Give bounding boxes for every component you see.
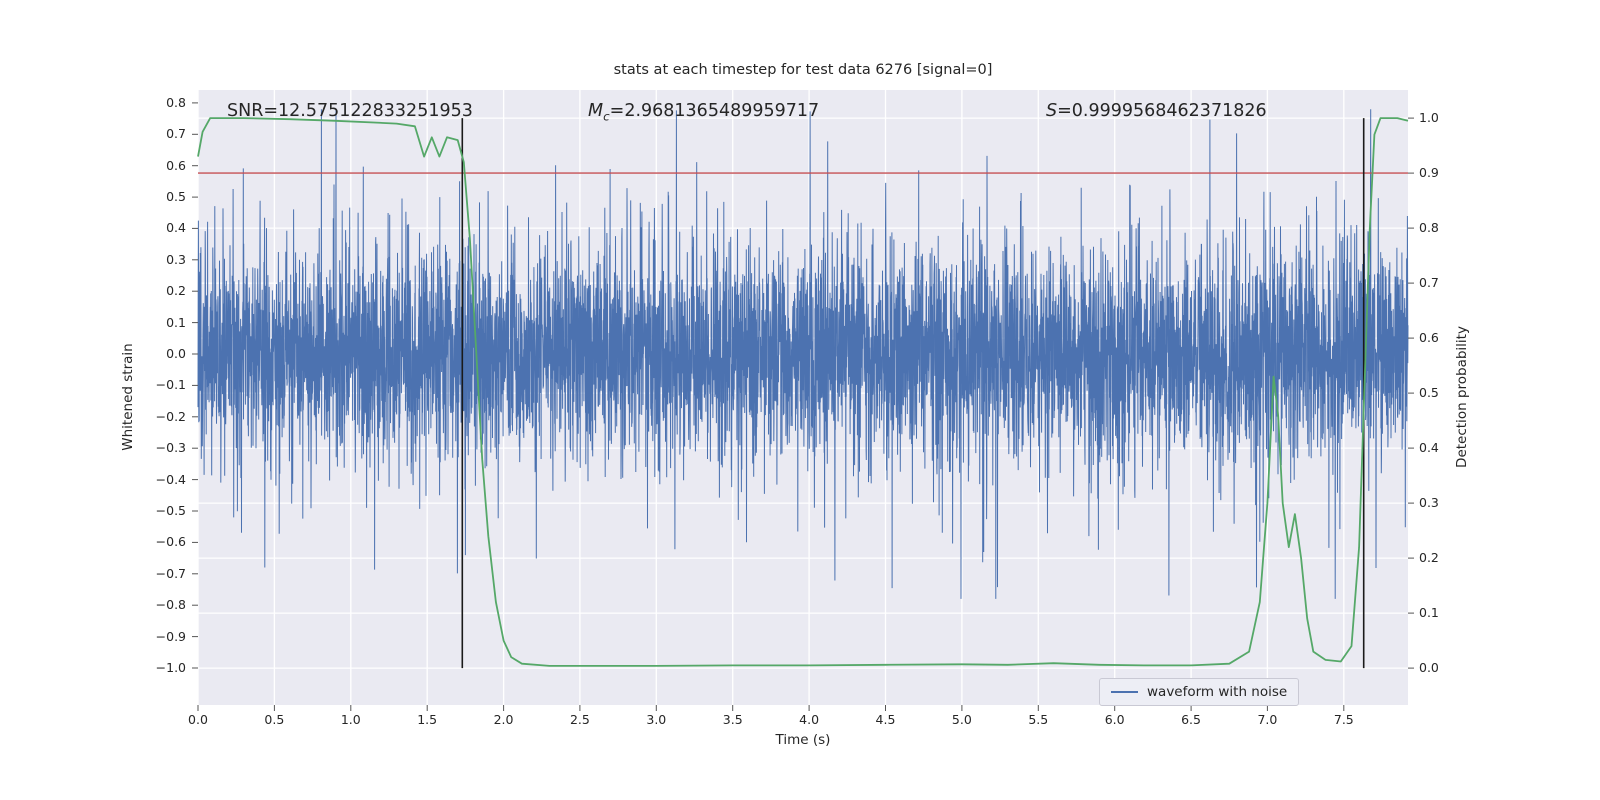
x-tick-label: 6.0 [1104, 712, 1125, 727]
y-tick-label-right: 0.3 [1419, 495, 1439, 511]
y-tick-label-left: 0.5 [166, 189, 186, 205]
y-tick-label-right: 1.0 [1419, 110, 1439, 126]
x-tick-label: 5.5 [1028, 712, 1049, 727]
annotation-s: S=0.9999568462371826 [1046, 101, 1267, 121]
legend-line-sample [1111, 691, 1138, 693]
detection-probability-line [197, 117, 1409, 667]
annotation-symbol: S [1046, 101, 1058, 121]
y-tick-label-right: 0.8 [1419, 220, 1439, 236]
x-tick-label: 5.0 [951, 712, 972, 727]
y-tick-label-left: −0.6 [155, 534, 186, 550]
y-tick-label-left: −0.1 [155, 377, 186, 393]
y-tick-label-left: −0.8 [155, 597, 186, 613]
chart-title: stats at each timestep for test data 627… [613, 62, 993, 78]
x-tick-label: 0.5 [264, 712, 285, 727]
y-tick-label-right: 0.2 [1419, 550, 1439, 566]
y-tick-label-left: −0.3 [155, 440, 186, 456]
y-tick-label-left: 0.7 [166, 126, 186, 142]
y-tick-label-left: −0.4 [155, 471, 186, 487]
y-tick-label-right: 0.7 [1419, 275, 1439, 291]
x-tick-label: 6.5 [1181, 712, 1201, 727]
legend: waveform with noise [1099, 678, 1300, 706]
x-tick-label: 2.0 [493, 712, 514, 727]
x-tick-label: 3.5 [722, 712, 743, 727]
y-tick-label-left: 0.4 [166, 220, 186, 236]
y-axis-label-right: Detection probability [1454, 326, 1470, 468]
y-tick-label-left: −1.0 [155, 659, 186, 675]
y-tick-label-left: −0.7 [155, 565, 186, 581]
y-tick-label-right: 0.1 [1419, 605, 1439, 621]
y-tick-label-right: 0.6 [1419, 330, 1439, 346]
x-tick-label: 1.5 [417, 712, 438, 727]
y-tick-label-left: 0.6 [166, 157, 186, 173]
y-tick-label-left: −0.9 [155, 628, 186, 644]
x-tick-label: 4.0 [799, 712, 820, 727]
x-tick-label: 7.0 [1257, 712, 1278, 727]
x-tick-label: 2.5 [569, 712, 590, 727]
x-tick-label: 0.0 [188, 712, 208, 727]
annotation-subscript: c [603, 109, 610, 124]
y-axis-label-left: Whitened strain [120, 343, 136, 451]
y-tick-label-left: 0.1 [166, 314, 186, 330]
x-tick-label: 7.5 [1333, 712, 1354, 727]
y-tick-label-right: 0.0 [1419, 660, 1439, 676]
y-tick-label-left: 0.0 [166, 346, 186, 362]
y-tick-label-left: 0.8 [166, 94, 186, 110]
tick-marks [192, 102, 1414, 711]
y-tick-label-left: 0.2 [166, 283, 186, 299]
annotation-chirp-mass: Mc=2.9681365489959717 [588, 101, 820, 124]
x-axis-label: Time (s) [775, 732, 831, 748]
y-tick-label-left: −0.5 [155, 502, 186, 518]
y-tick-label-right: 0.4 [1419, 440, 1439, 456]
x-tick-label: 3.0 [646, 712, 667, 727]
y-tick-label-right: 0.9 [1419, 165, 1439, 181]
x-tick-label: 4.5 [875, 712, 896, 727]
y-tick-label-left: 0.3 [166, 251, 186, 267]
y-tick-label-right: 0.5 [1419, 385, 1439, 401]
noise-waveform [197, 109, 1409, 599]
annotation-snr: SNR=12.575122833251953 [227, 101, 473, 121]
annotation-symbol: SNR [227, 101, 264, 121]
annotation-symbol: M [588, 101, 604, 121]
legend-label: waveform with noise [1147, 684, 1288, 700]
y-tick-label-left: −0.2 [155, 408, 186, 424]
x-tick-label: 1.0 [340, 712, 361, 727]
